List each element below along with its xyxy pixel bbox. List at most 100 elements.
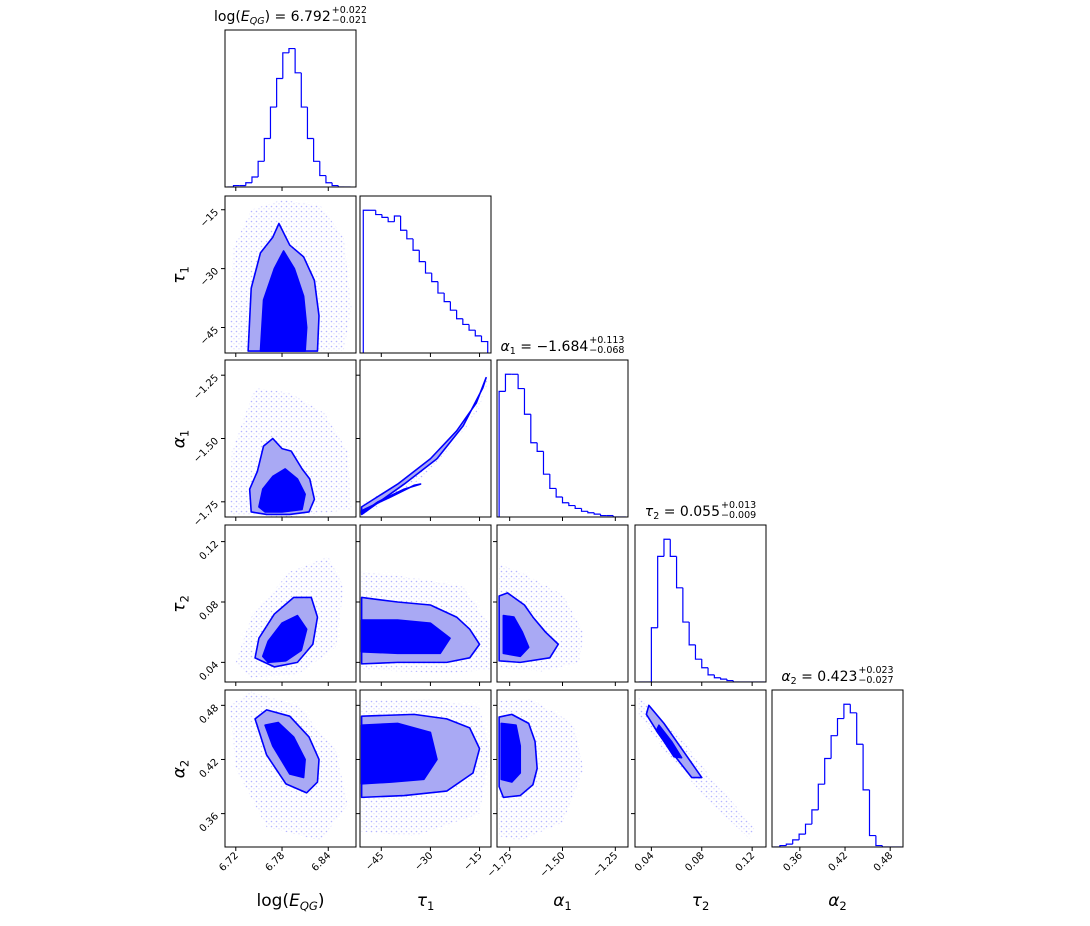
text-part: α	[828, 891, 840, 911]
contour-level	[360, 376, 487, 516]
histogram-step	[381, 214, 389, 219]
histogram-step	[245, 182, 252, 186]
histogram-step	[504, 373, 512, 392]
x-tick-label: 6.78	[264, 850, 288, 874]
lower-error: −0.021	[331, 15, 367, 27]
histogram-step	[561, 497, 569, 504]
histogram-step	[549, 474, 557, 490]
upper-error: +0.022	[331, 5, 367, 17]
histogram-step	[843, 703, 851, 719]
contour-level	[259, 250, 308, 352]
histogram-step	[568, 502, 576, 507]
contour-level	[360, 722, 438, 785]
contour-level	[360, 619, 451, 655]
text-part: log(	[256, 891, 290, 911]
x-tick-label: −30	[413, 850, 436, 873]
contour-level	[502, 614, 530, 658]
histogram-step	[480, 335, 489, 353]
text-part: 2	[177, 759, 192, 767]
panel	[638, 696, 755, 839]
text-part: τ	[416, 891, 427, 911]
histogram-step	[393, 215, 401, 222]
histogram-step	[337, 185, 345, 187]
histogram-step	[574, 505, 582, 510]
text-part: 1	[177, 265, 192, 274]
panel	[360, 571, 490, 673]
histogram-step	[498, 390, 506, 517]
histogram-step	[536, 442, 544, 452]
panel	[227, 47, 351, 187]
text-part: ) = 6.792	[264, 9, 331, 26]
histogram-step	[798, 833, 806, 840]
histogram-step	[474, 330, 482, 337]
panel-title: τ2 = 0.055 +0.013 −0.009	[644, 501, 757, 522]
panel-frame	[634, 524, 767, 683]
histogram-step	[468, 324, 476, 331]
x-tick-label: 6.72	[217, 850, 241, 874]
y-tick-label: 0.42	[198, 757, 222, 781]
text-part: QG	[299, 899, 318, 914]
text-part: τ	[644, 504, 654, 521]
histogram-step	[669, 539, 677, 557]
text-part: = 0.055	[659, 504, 720, 521]
histogram-step	[462, 318, 470, 326]
histogram-step	[456, 310, 463, 320]
panel	[360, 699, 490, 837]
histogram-step	[587, 511, 595, 514]
text-part: α	[500, 339, 510, 356]
y-tick-label: 0.48	[198, 703, 222, 727]
contour-level	[261, 614, 308, 664]
contour-level	[360, 483, 422, 515]
histogram-step	[811, 809, 819, 825]
histogram-step	[257, 160, 265, 178]
text-part: = −1.684	[515, 339, 589, 356]
text-part: 1	[177, 429, 192, 437]
histogram-step	[449, 301, 457, 311]
histogram-step	[713, 674, 721, 679]
text-part: α	[781, 669, 791, 686]
y-tick-label: −1.75	[192, 499, 221, 528]
histogram-step	[418, 250, 426, 263]
histogram-step	[306, 107, 314, 140]
histogram-step	[294, 48, 302, 74]
histogram-step	[424, 261, 432, 274]
x-axis-label: log(EQG)	[256, 891, 325, 914]
histogram-step	[580, 508, 588, 512]
text-part: 2	[177, 594, 192, 603]
histogram-step	[325, 175, 333, 184]
panel	[362, 209, 489, 353]
histogram-step	[792, 839, 800, 845]
x-axis-label: τ2	[691, 891, 710, 912]
text-part: τ	[169, 273, 190, 284]
text-part: 1	[426, 899, 435, 914]
contour-level	[500, 722, 522, 783]
x-tick-label: 0.12	[734, 850, 758, 874]
panel	[235, 556, 344, 678]
y-axis-label: τ2	[170, 594, 192, 613]
panel-title: α2 = 0.423 +0.023 −0.027	[781, 666, 893, 688]
histogram-step	[817, 783, 825, 810]
y-tick-label: 0.36	[198, 811, 222, 835]
panel	[498, 564, 584, 672]
y-tick-label: −45	[198, 325, 221, 348]
lower-error: −0.068	[589, 345, 625, 357]
panel	[773, 703, 902, 847]
histogram-step	[406, 230, 414, 240]
histogram-step	[300, 72, 308, 108]
histogram-step	[732, 680, 740, 682]
x-axis-label: τ1	[416, 891, 435, 914]
histogram-step	[431, 273, 438, 283]
lower-error: −0.009	[721, 510, 757, 522]
histogram-step	[400, 215, 407, 231]
y-axis-label: α1	[170, 429, 192, 448]
y-axis-label: τ1	[169, 265, 192, 284]
error-stack: +0.023 −0.027	[858, 666, 893, 686]
text-part: τ	[691, 891, 702, 911]
histogram-step	[375, 210, 382, 216]
histogram-step	[319, 161, 326, 177]
histogram-step	[523, 388, 531, 415]
histogram-step	[269, 106, 277, 139]
text-part: 2	[790, 676, 797, 688]
